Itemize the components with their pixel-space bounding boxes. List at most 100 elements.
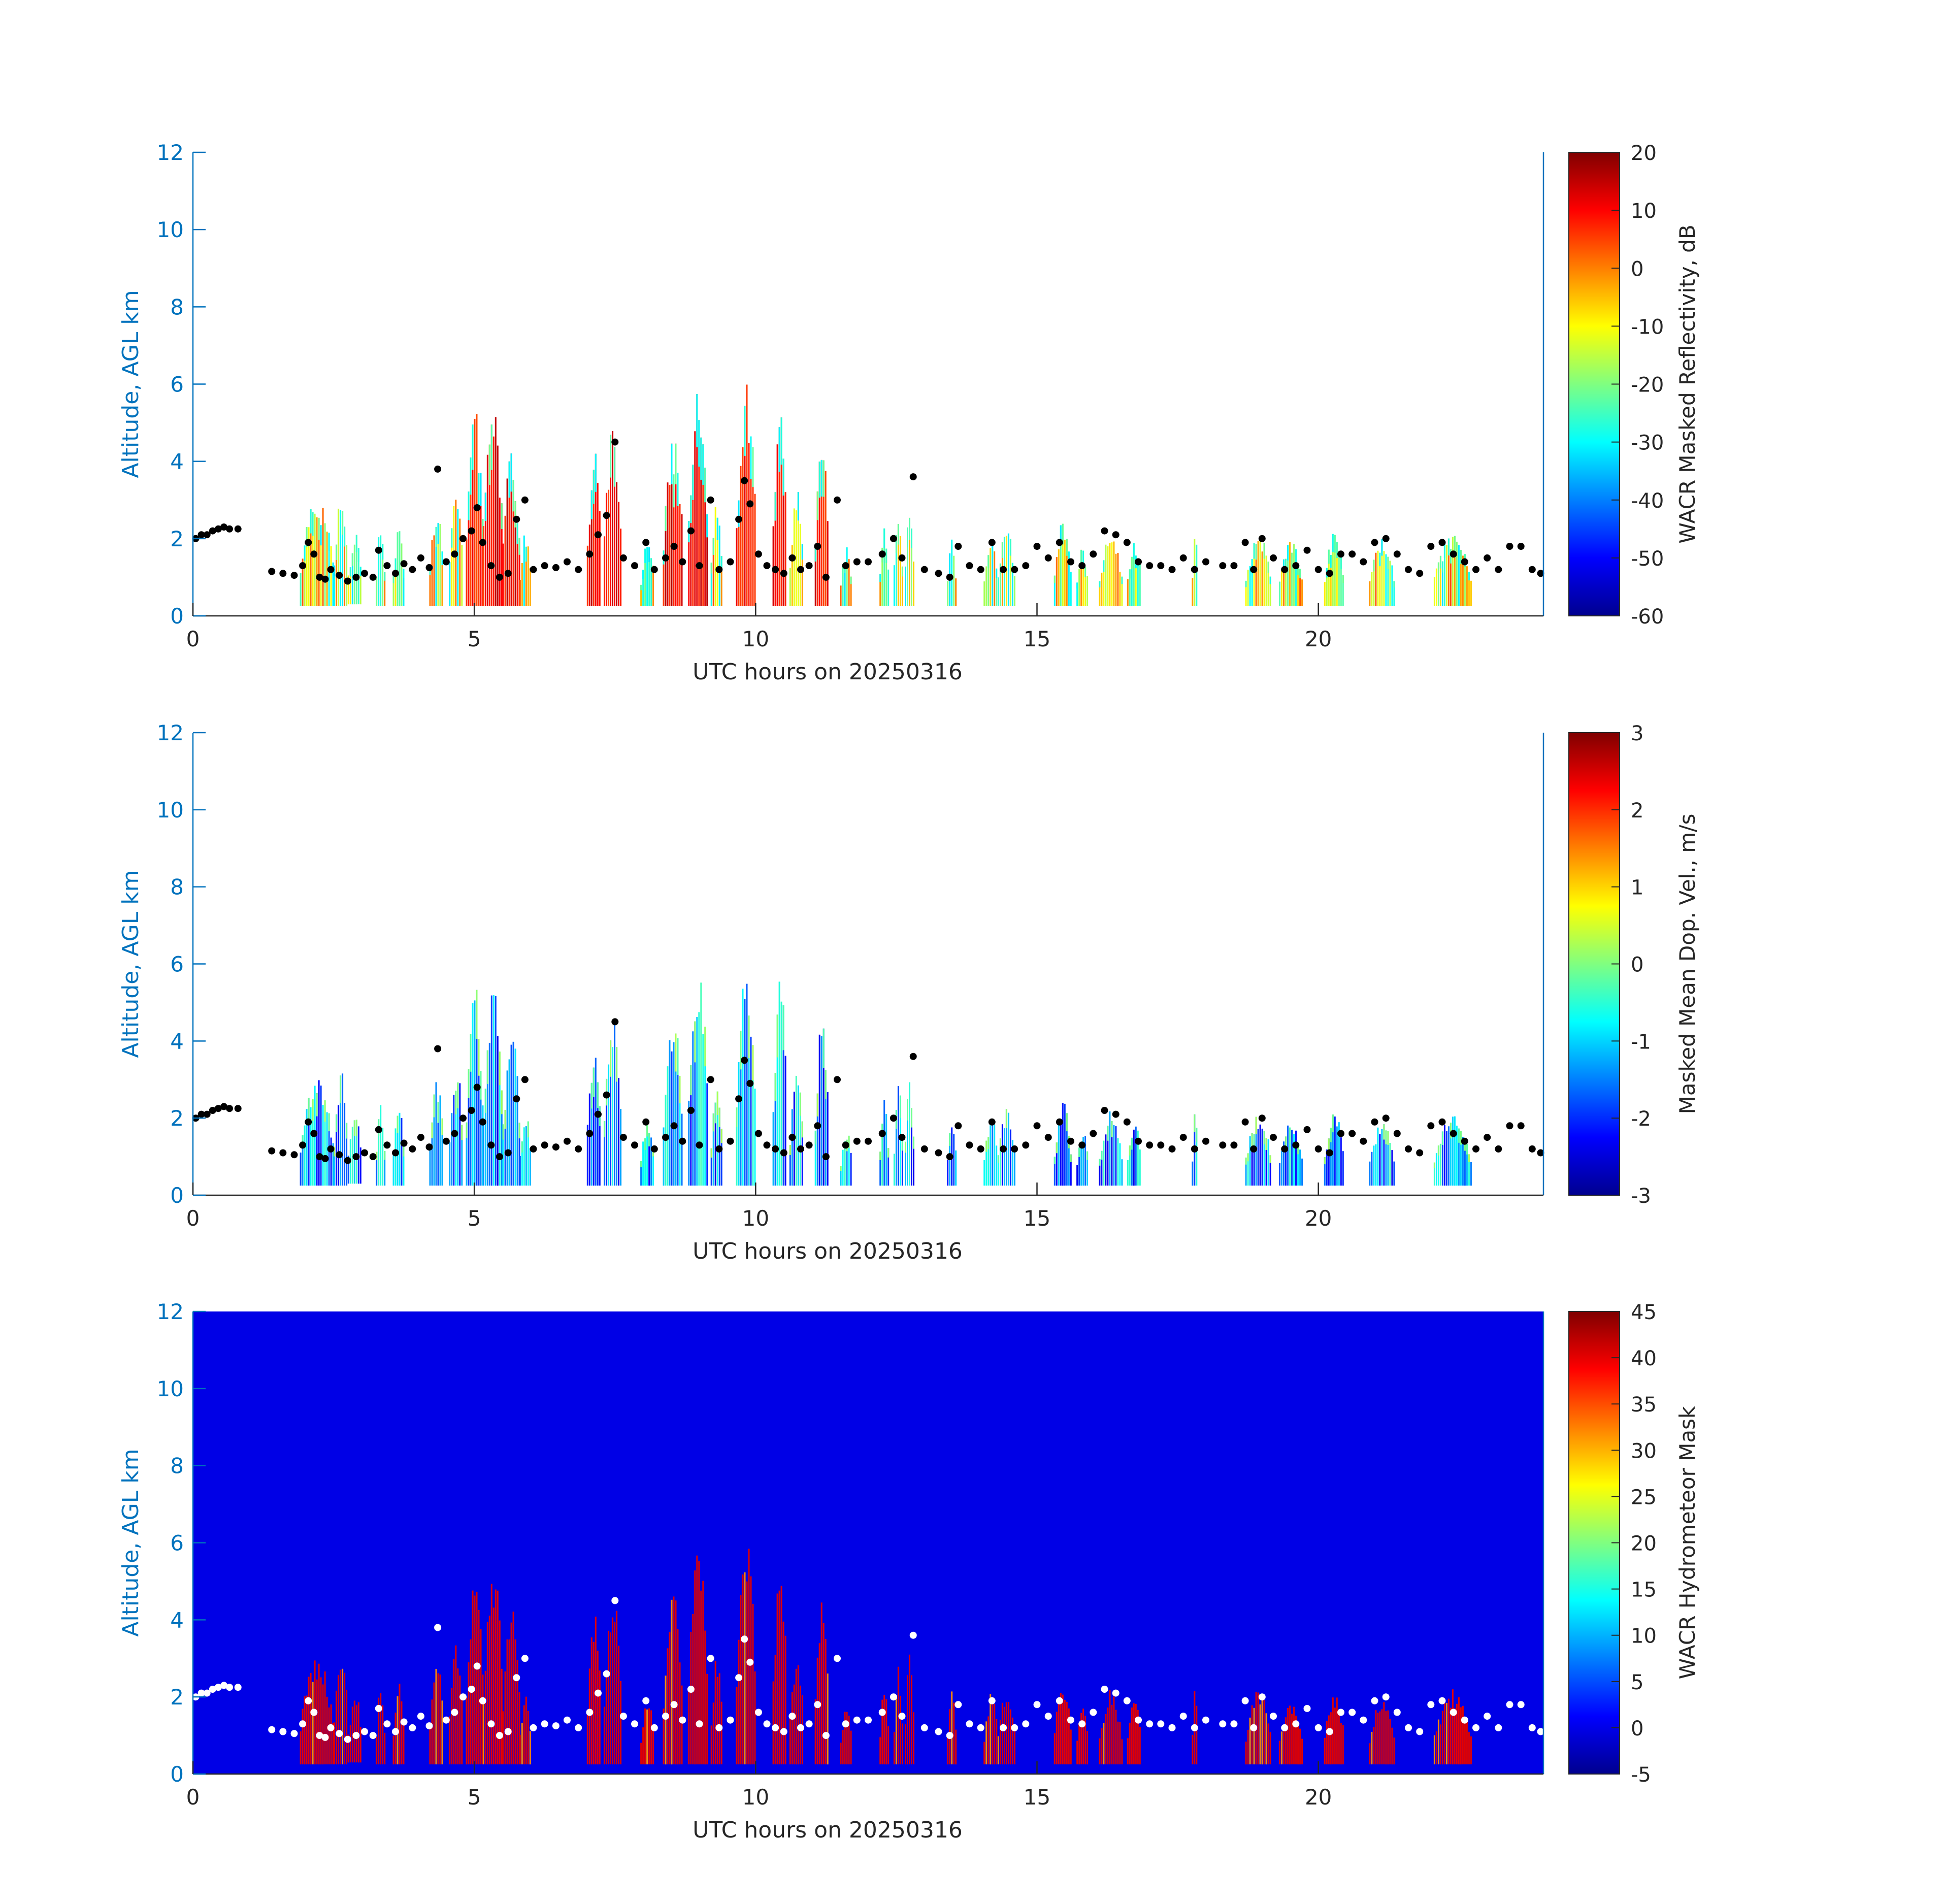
cloud-fringe [909,517,910,540]
cloud-fringe [316,1093,318,1117]
cloud-strip [776,1014,778,1186]
cloud-strip [840,1743,842,1764]
cloud-fringe [883,528,885,548]
cloud-strip [692,465,694,606]
cloud-strip [913,562,914,606]
cloud-strip [588,1668,590,1765]
cloud-fringe [1439,1143,1441,1155]
cloud-strip [1441,1711,1443,1765]
cloud-base-point [1033,543,1041,550]
cloud-strip [392,575,394,606]
cloud-strip [392,1735,394,1765]
cloud-base-point [1011,1145,1018,1153]
cloud-fringe [752,1045,754,1080]
cloud-base-point [619,554,627,562]
cloud-strip [827,521,829,606]
cloud-strip [667,1066,669,1186]
cloud-base-point [383,562,391,570]
cloud-strip [744,406,746,606]
cloud-fringe [353,1120,355,1136]
cloud-strip [610,1632,612,1764]
cloud-strip [501,1090,503,1186]
cloud-fringe [776,1014,778,1058]
cloud-fringe [879,574,881,582]
cloud-base-point [521,1655,529,1662]
cloud-strip [403,1724,405,1764]
cloud-fringe [774,492,776,521]
cloud-strip [1267,562,1269,606]
cloud-strip [397,532,399,606]
cloud-strip [1121,576,1123,606]
cloud-strip [752,1603,754,1764]
cloud-strip [461,1125,463,1186]
cloud-strip [840,1166,842,1186]
cloud-column [640,1708,654,1765]
cloud-strip [1099,1159,1101,1186]
cloud-strip [1437,1145,1439,1186]
cloud-strip [953,555,955,606]
cloud-strip [324,523,326,606]
cloud-base-point [521,1076,529,1084]
cloud-base-point [1537,570,1544,577]
cloud-strip [712,1113,714,1186]
cloud-strip [712,538,714,606]
cloud-strip [642,1141,644,1186]
cloud-base-point [741,1057,748,1064]
cloud-fringe [1332,534,1334,552]
cloud-strip [344,1672,346,1764]
cloud-strip [1379,1134,1381,1186]
cloud-fringe [648,1133,650,1146]
cloud-strip [1054,1733,1056,1764]
cloud-base-point [1326,1149,1333,1157]
cloud-base-point [564,1716,571,1724]
cloud-base-point [299,562,307,570]
cloud-base-point [1022,1141,1030,1149]
cloud-base-point [479,539,486,546]
cloud-strip [310,1672,312,1765]
cloud-base-point [1416,1728,1424,1735]
cloud-strip [644,1708,646,1765]
cloud-base-point [1090,550,1097,558]
cloud-strip [376,1736,378,1764]
cloud-base-point [1360,1716,1367,1724]
cloud-strip [650,1137,652,1186]
cloud-strip [1383,551,1385,606]
cloud-strip [1462,555,1464,606]
cloud-strip [1287,1708,1289,1764]
cloud-fringe [679,1076,681,1104]
cloud-base-point [586,1709,594,1716]
cloud-strip [322,1105,324,1186]
cloud-strip [1127,1738,1129,1764]
cloud-base-point [530,566,537,573]
cloud-fringe [1056,1142,1058,1154]
cloud-base-point [727,1716,734,1724]
cloud-fringe [328,1113,330,1132]
cloud-fringe [376,1152,378,1161]
cloud-strip [433,1682,435,1765]
x-tick-label: 20 [1305,1206,1332,1231]
cloud-base-point [375,546,382,554]
cloud-strip [1295,1716,1297,1764]
cloud-strip [988,1137,990,1186]
cloud-fringe [1447,538,1450,555]
x-tick-label: 0 [186,627,200,651]
cloud-strip [1340,1723,1342,1765]
cloud-strip [822,1623,825,1764]
cloud-fringe [1267,562,1269,573]
cloud-fringe [397,1115,399,1133]
colorbar-tick-label: -10 [1631,315,1664,339]
cloud-strip [1283,1141,1285,1186]
cloud-base-point [451,1709,458,1716]
cloud-strip [1087,1731,1089,1765]
cloud-strip [897,1086,899,1186]
x-tick-label: 10 [742,1206,769,1231]
cloud-base-point [336,1730,343,1737]
cloud-base-point [890,1693,897,1701]
cloud-base-point [715,1145,723,1153]
cloud-strip [506,1639,508,1764]
cloud-fringe [1005,1109,1007,1128]
cloud-fringe [1450,1123,1452,1139]
cloud-fringe [590,1082,593,1109]
cloud-strip [850,1153,852,1186]
cloud-strip [1435,1153,1437,1186]
